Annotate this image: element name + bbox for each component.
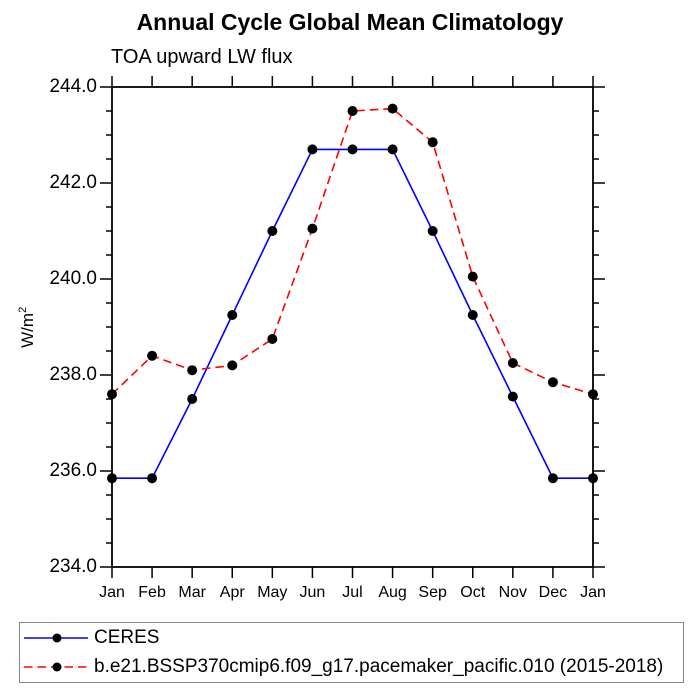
legend-line-sample: [24, 633, 88, 643]
series-0-marker: [588, 473, 598, 484]
series-1-marker: [507, 358, 518, 368]
y-tick-label: 240.0: [49, 268, 97, 289]
x-tick-label: Jan: [580, 584, 606, 601]
x-tick-label: Jun: [299, 584, 326, 601]
series-0-marker: [427, 226, 438, 236]
legend-label: CERES: [94, 627, 160, 648]
series-1-marker: [427, 137, 438, 148]
legend-row: b.e21.BSSP370cmip6.f09_g17.pacemaker_pac…: [23, 653, 683, 682]
x-tick-label: Jul: [342, 584, 363, 601]
series-1-marker: [187, 365, 198, 376]
x-tick-label: Jan: [99, 584, 125, 601]
x-tick-label: May: [257, 584, 288, 601]
series-0-marker: [347, 144, 358, 155]
legend-sample-marker: [52, 633, 62, 643]
legend-line-sample: [24, 662, 88, 672]
series-0-marker: [187, 394, 198, 404]
series-1-marker: [347, 106, 358, 116]
x-tick-label: Mar: [178, 584, 206, 601]
series-0-marker: [547, 473, 558, 484]
x-tick-label: Dec: [538, 584, 568, 601]
series-0-marker: [147, 473, 158, 484]
axis-frame: [111, 86, 594, 568]
series-0-marker: [467, 310, 478, 320]
series-1-marker: [147, 350, 158, 361]
series-1-marker: [267, 334, 278, 344]
chart-subtitle: TOA upward LW flux: [111, 46, 293, 68]
x-tick-label: Sep: [418, 584, 447, 601]
y-tick-label: 238.0: [49, 364, 97, 385]
x-tick-label: Nov: [498, 584, 528, 601]
x-tick-label: Feb: [138, 584, 166, 601]
series-0-marker: [227, 310, 238, 320]
series-1-marker: [547, 377, 558, 388]
y-tick-label: 234.0: [49, 556, 97, 577]
legend-sample-marker: [52, 662, 62, 672]
series-0-marker: [507, 391, 518, 402]
series-0-marker: [307, 144, 318, 155]
x-tick-label: Apr: [219, 584, 245, 601]
legend: CERES b.e21.BSSP370cmip6.f09_g17.pacemake…: [19, 622, 684, 683]
series-0-marker: [267, 226, 278, 236]
x-tick-label: Oct: [460, 584, 486, 601]
y-tick-label: 244.0: [49, 76, 97, 97]
x-tick-label: Aug: [378, 584, 407, 601]
legend-label: b.e21.BSSP370cmip6.f09_g17.pacemaker_pac…: [94, 656, 664, 677]
chart-title: Annual Cycle Global Mean Climatology: [136, 9, 564, 35]
series-0-marker: [107, 473, 117, 484]
y-tick-label: 236.0: [49, 460, 97, 481]
series-1-marker: [107, 389, 117, 400]
series-1-marker: [387, 103, 398, 114]
series-line-0: [112, 148, 593, 480]
series-1-marker: [467, 271, 478, 282]
series-1-marker: [588, 389, 598, 400]
series-0-marker: [387, 144, 398, 155]
series-1-marker: [227, 360, 238, 371]
series-1-marker: [307, 223, 318, 234]
legend-row: CERES: [23, 624, 683, 653]
y-tick-label: 242.0: [49, 172, 97, 193]
